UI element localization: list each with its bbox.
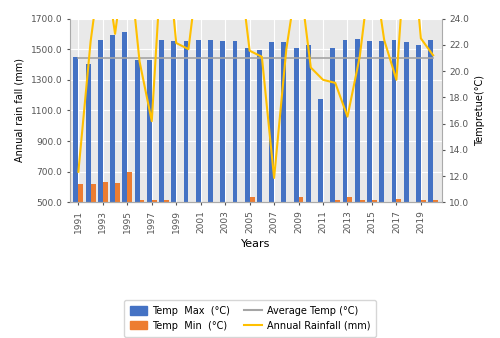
- Bar: [262, 202, 267, 279]
- Bar: [159, 40, 164, 279]
- Bar: [238, 202, 242, 279]
- Bar: [298, 197, 304, 279]
- Bar: [318, 99, 323, 279]
- Bar: [372, 200, 377, 279]
- Bar: [408, 202, 414, 279]
- Bar: [208, 40, 213, 279]
- Bar: [250, 197, 254, 279]
- Bar: [380, 41, 384, 279]
- Bar: [433, 200, 438, 279]
- Bar: [384, 202, 389, 279]
- Bar: [86, 65, 90, 279]
- Y-axis label: Tempretue(°C): Tempretue(°C): [475, 75, 485, 146]
- Bar: [404, 42, 408, 279]
- X-axis label: Years: Years: [241, 239, 270, 249]
- Bar: [269, 42, 274, 279]
- Bar: [110, 35, 115, 279]
- Bar: [152, 200, 156, 279]
- Bar: [286, 202, 291, 279]
- Bar: [428, 40, 433, 279]
- Bar: [90, 184, 96, 279]
- Bar: [342, 40, 347, 279]
- Bar: [78, 184, 84, 279]
- Y-axis label: Annual rain fall (mm): Annual rain fall (mm): [15, 58, 25, 163]
- Bar: [367, 41, 372, 279]
- Bar: [188, 202, 194, 279]
- Bar: [213, 202, 218, 279]
- Bar: [232, 42, 237, 279]
- Bar: [184, 42, 188, 279]
- Bar: [98, 40, 103, 279]
- Bar: [140, 200, 144, 279]
- Bar: [348, 197, 352, 279]
- Bar: [220, 41, 225, 279]
- Bar: [257, 50, 262, 279]
- Bar: [196, 40, 200, 279]
- Bar: [274, 202, 279, 279]
- Bar: [134, 60, 140, 279]
- Bar: [115, 183, 120, 279]
- Bar: [74, 57, 78, 279]
- Bar: [360, 200, 364, 279]
- Bar: [392, 40, 396, 279]
- Bar: [294, 48, 298, 279]
- Bar: [355, 39, 360, 279]
- Bar: [225, 202, 230, 279]
- Bar: [421, 200, 426, 279]
- Bar: [396, 199, 402, 279]
- Bar: [147, 60, 152, 279]
- Bar: [244, 48, 250, 279]
- Bar: [336, 200, 340, 279]
- Bar: [176, 202, 181, 279]
- Bar: [200, 202, 205, 279]
- Bar: [164, 200, 169, 279]
- Bar: [330, 48, 336, 279]
- Bar: [103, 182, 108, 279]
- Bar: [311, 202, 316, 279]
- Bar: [172, 42, 176, 279]
- Bar: [122, 32, 128, 279]
- Bar: [323, 202, 328, 279]
- Bar: [282, 42, 286, 279]
- Legend: Temp  Max  (°C), Temp  Min  (°C), Average Temp (°C), Annual Rainfall (mm): Temp Max (°C), Temp Min (°C), Average Te…: [124, 300, 376, 337]
- Bar: [306, 45, 311, 279]
- Bar: [416, 45, 421, 279]
- Bar: [128, 172, 132, 279]
